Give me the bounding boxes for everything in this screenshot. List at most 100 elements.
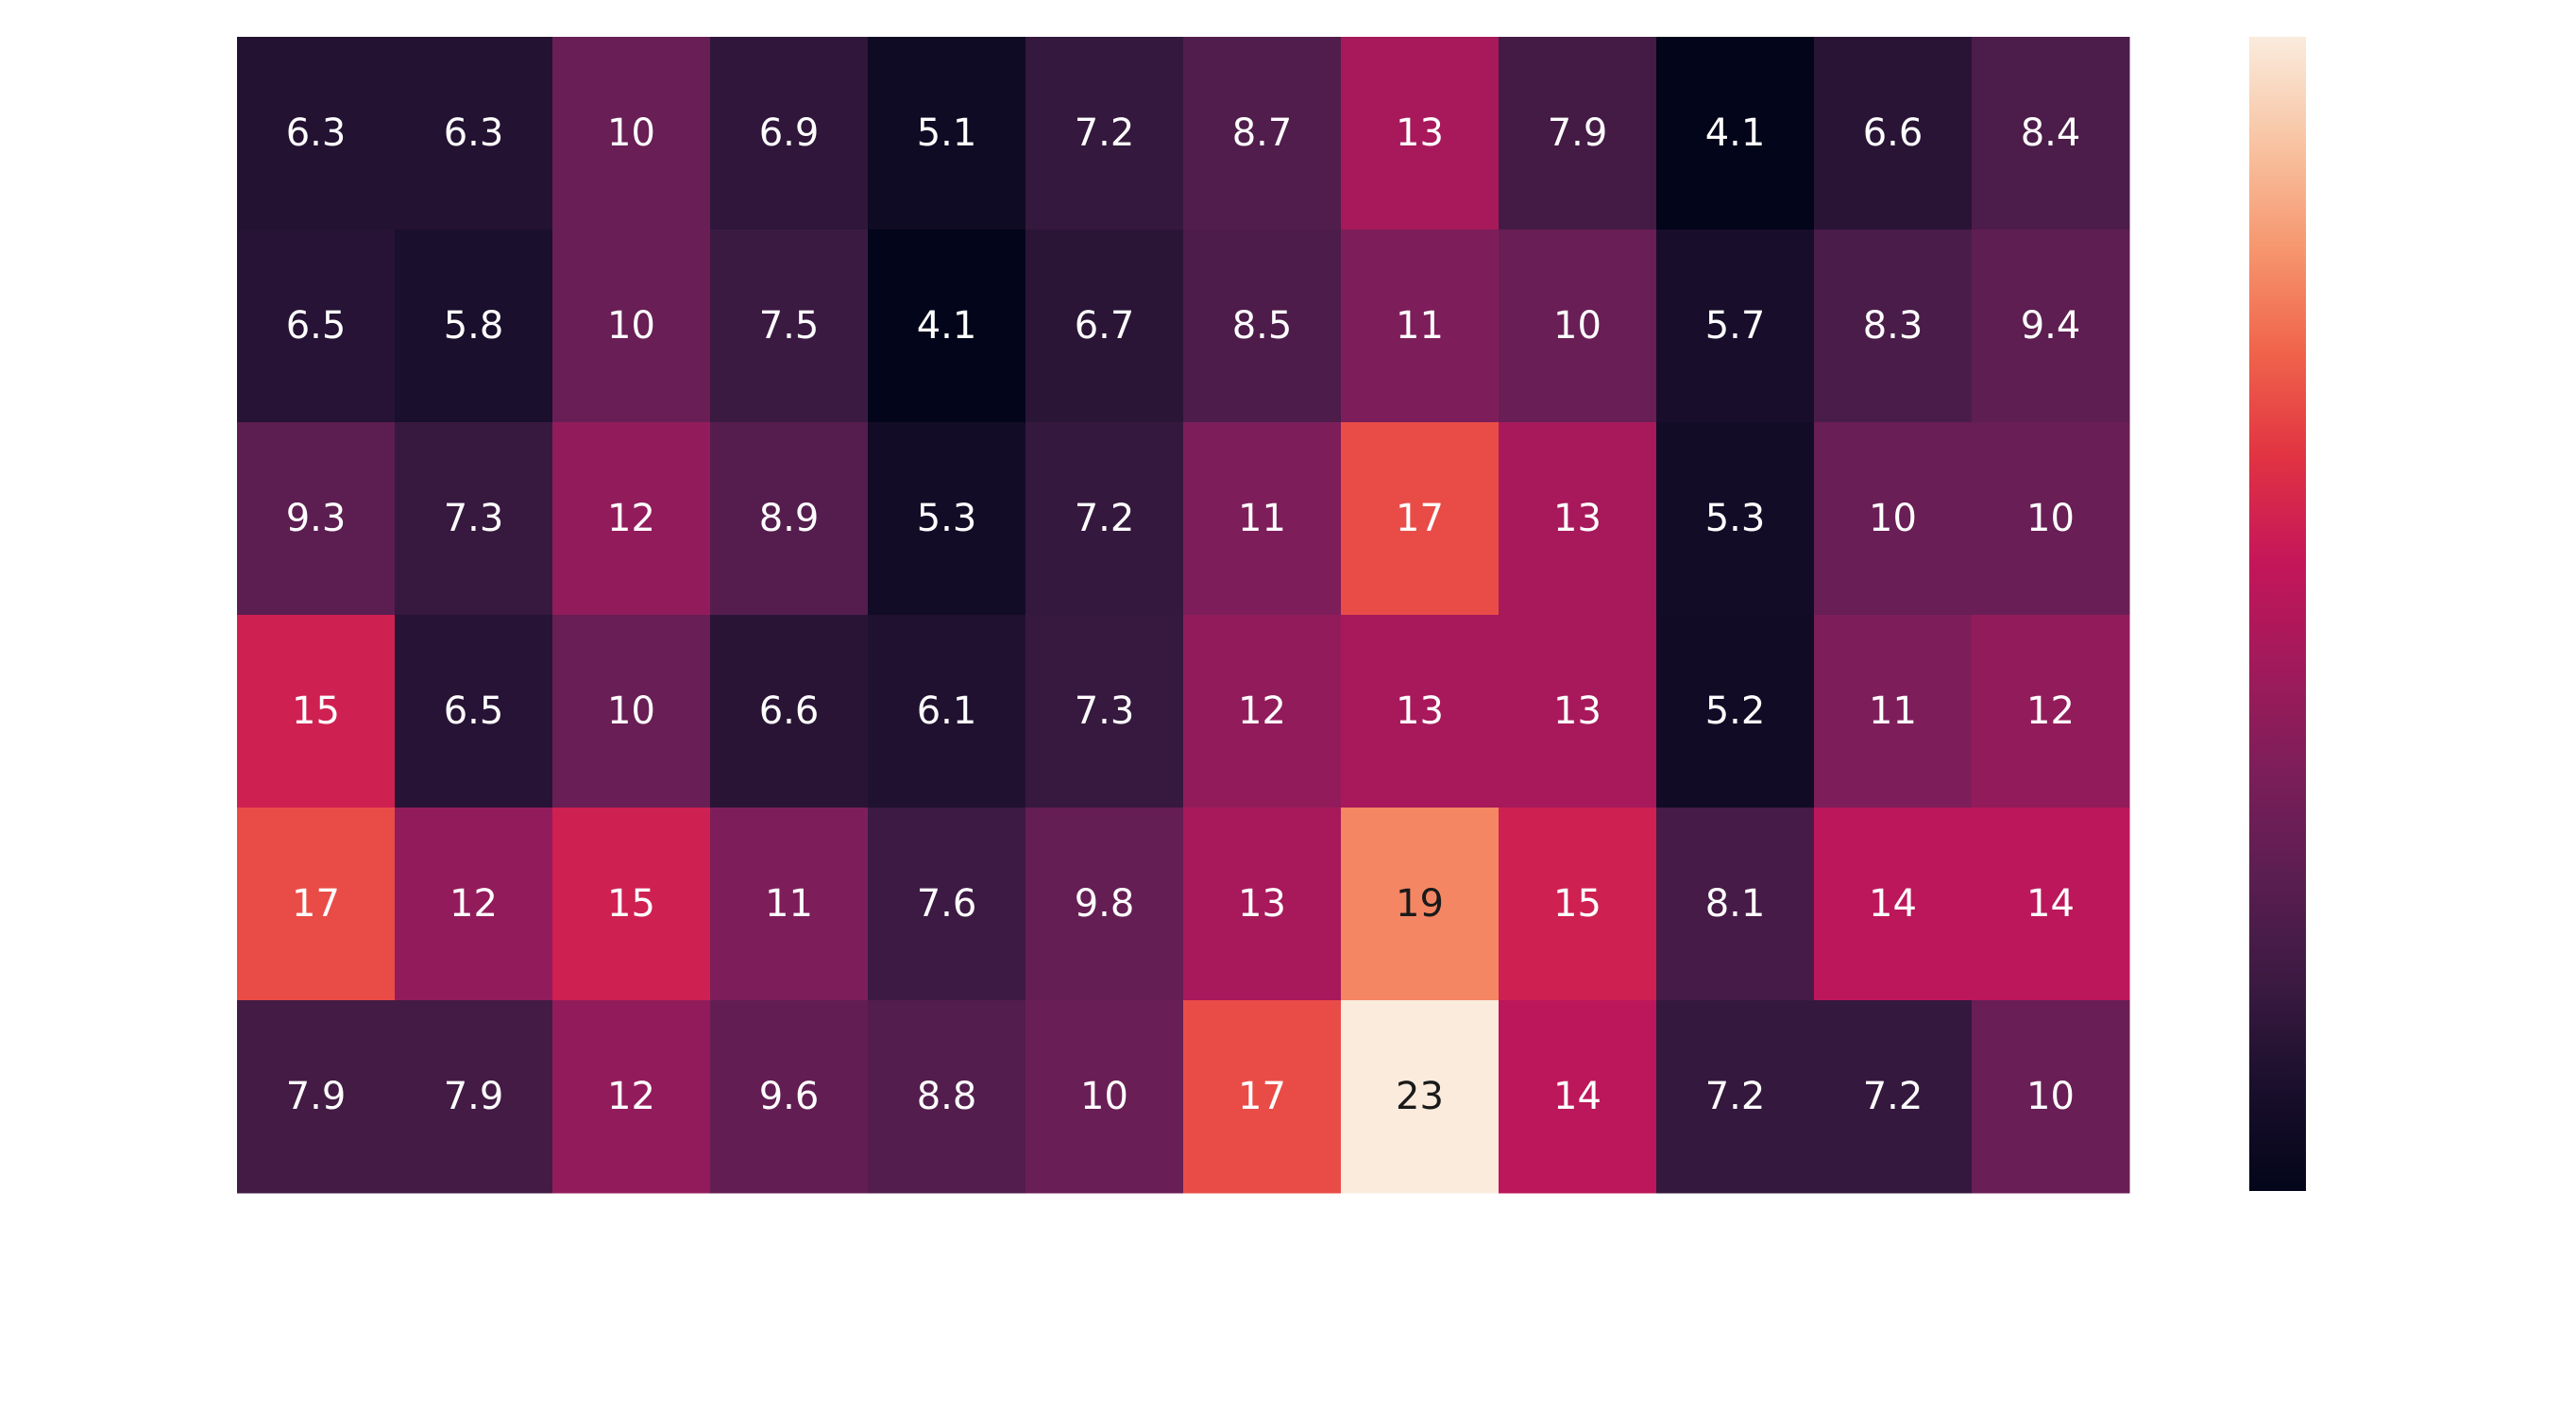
- cell-value-label: 11: [1238, 497, 1286, 540]
- cell-value-label: 14: [1553, 1075, 1602, 1118]
- heatmap-cell-r4-c5: [1025, 808, 1184, 1001]
- cell-value-label: 14: [1869, 882, 1917, 926]
- heatmap-cell-r4-c3: [710, 808, 869, 1001]
- heatmap-cell-r0-c9: [1656, 37, 1815, 230]
- cell-value-label: 6.3: [444, 111, 504, 155]
- heatmap-cell-r3-c4: [868, 615, 1026, 808]
- cell-value-label: 7.2: [1863, 1075, 1924, 1118]
- cell-value-label: 6.6: [1863, 111, 1924, 155]
- heatmap-cell-r5-c11: [1972, 1000, 2130, 1194]
- heatmap-cell-r1-c2: [552, 230, 711, 423]
- cell-value-label: 17: [1396, 497, 1444, 540]
- cell-value-label: 8.4: [2021, 111, 2081, 155]
- heatmap-cell-r5-c5: [1025, 1000, 1184, 1194]
- heatmap-cell-r5-c3: [710, 1000, 869, 1194]
- cell-value-label: 23: [1396, 1075, 1444, 1118]
- heatmap-cell-r3-c1: [395, 615, 553, 808]
- cell-value-label: 6.7: [1075, 304, 1135, 348]
- heatmap-cell-r2-c9: [1656, 422, 1815, 616]
- cell-value-label: 17: [1238, 1075, 1286, 1118]
- cell-value-label: 10: [607, 304, 655, 348]
- cell-value-label: 17: [292, 882, 340, 926]
- cell-value-label: 7.9: [444, 1075, 504, 1118]
- cell-value-label: 13: [1553, 497, 1602, 540]
- cell-value-label: 5.8: [444, 304, 504, 348]
- heatmap-cell-r3-c0: [237, 615, 396, 808]
- cell-value-label: 10: [607, 111, 655, 155]
- heatmap-cell-r2-c1: [395, 422, 553, 616]
- cell-value-label: 7.2: [1075, 111, 1135, 155]
- heatmap-cell-r4-c4: [868, 808, 1026, 1001]
- cell-value-label: 10: [1869, 497, 1917, 540]
- heatmap-cell-r5-c2: [552, 1000, 711, 1194]
- cell-value-label: 14: [2026, 882, 2075, 926]
- heatmap-cell-r0-c10: [1814, 37, 1973, 230]
- heatmap-cell-r4-c7: [1341, 808, 1500, 1001]
- cell-value-label: 8.8: [917, 1075, 977, 1118]
- cell-value-label: 8.5: [1232, 304, 1293, 348]
- heatmap-cell-r5-c8: [1499, 1000, 1657, 1194]
- cell-value-label: 6.1: [917, 689, 977, 733]
- cell-value-label: 13: [1396, 689, 1444, 733]
- heatmap-cell-r2-c2: [552, 422, 711, 616]
- heatmap-cells: [237, 37, 2130, 1194]
- cell-value-label: 8.1: [1705, 882, 1766, 926]
- heatmap-cell-r3-c9: [1656, 615, 1815, 808]
- cell-value-label: 6.6: [759, 689, 820, 733]
- cell-value-label: 5.2: [1705, 689, 1766, 733]
- heatmap-cell-r0-c3: [710, 37, 869, 230]
- heatmap-cell-r0-c5: [1025, 37, 1184, 230]
- heatmap-cell-r1-c8: [1499, 230, 1657, 423]
- heatmap-cell-labels: 6.3 6.3 10 6.9 5.1 7.2 8.7 13 7.9 4.1 6.6 8.4 6.5 5.8…: [286, 111, 2081, 1118]
- cell-value-label: 5.7: [1705, 304, 1766, 348]
- heatmap-cell-r0-c2: [552, 37, 711, 230]
- cell-value-label: 9.6: [759, 1075, 820, 1118]
- cell-value-label: 19: [1396, 882, 1444, 926]
- cell-value-label: 10: [1080, 1075, 1128, 1118]
- heatmap-cell-r3-c11: [1972, 615, 2130, 808]
- cell-value-label: 10: [2026, 497, 2075, 540]
- cell-value-label: 8.7: [1232, 111, 1293, 155]
- cell-value-label: 12: [449, 882, 498, 926]
- heatmap-cell-r3-c10: [1814, 615, 1973, 808]
- heatmap-cell-r0-c0: [237, 37, 396, 230]
- heatmap-cell-r4-c11: [1972, 808, 2130, 1001]
- cell-value-label: 8.9: [759, 497, 820, 540]
- cell-value-label: 12: [607, 497, 655, 540]
- cell-value-label: 13: [1238, 882, 1286, 926]
- heatmap-cell-r0-c11: [1972, 37, 2130, 230]
- cell-value-label: 11: [1396, 304, 1444, 348]
- heatmap-cell-r1-c6: [1183, 230, 1342, 423]
- heatmap-cell-r2-c11: [1972, 422, 2130, 616]
- cell-value-label: 9.3: [286, 497, 347, 540]
- heatmap-cell-r3-c3: [710, 615, 869, 808]
- heatmap-cell-r5-c0: [237, 1000, 396, 1194]
- cell-value-label: 6.9: [759, 111, 820, 155]
- cell-value-label: 11: [1869, 689, 1917, 733]
- heatmap-cell-r2-c3: [710, 422, 869, 616]
- cell-value-label: 8.3: [1863, 304, 1924, 348]
- cell-value-label: 13: [1396, 111, 1444, 155]
- cell-value-label: 12: [607, 1075, 655, 1118]
- cell-value-label: 7.9: [1548, 111, 1608, 155]
- heatmap-cell-r0-c6: [1183, 37, 1342, 230]
- heatmap-cell-r4-c2: [552, 808, 711, 1001]
- heatmap-cell-r5-c6: [1183, 1000, 1342, 1194]
- cell-value-label: 7.3: [444, 497, 504, 540]
- cell-value-label: 15: [607, 882, 655, 926]
- heatmap-cell-r1-c5: [1025, 230, 1184, 423]
- cell-value-label: 7.9: [286, 1075, 347, 1118]
- cell-value-label: 6.3: [286, 111, 347, 155]
- heatmap-cell-r4-c10: [1814, 808, 1973, 1001]
- heatmap-cell-r1-c0: [237, 230, 396, 423]
- heatmap-cell-r0-c8: [1499, 37, 1657, 230]
- heatmap-cell-r5-c7: [1341, 1000, 1500, 1194]
- heatmap-cell-r1-c1: [395, 230, 553, 423]
- heatmap-cell-r0-c7: [1341, 37, 1500, 230]
- cell-value-label: 15: [292, 689, 340, 733]
- heatmap-cell-r2-c7: [1341, 422, 1500, 616]
- cell-value-label: 4.1: [917, 304, 977, 348]
- cell-value-label: 9.8: [1075, 882, 1135, 926]
- cell-value-label: 7.5: [759, 304, 820, 348]
- heatmap-cell-r2-c10: [1814, 422, 1973, 616]
